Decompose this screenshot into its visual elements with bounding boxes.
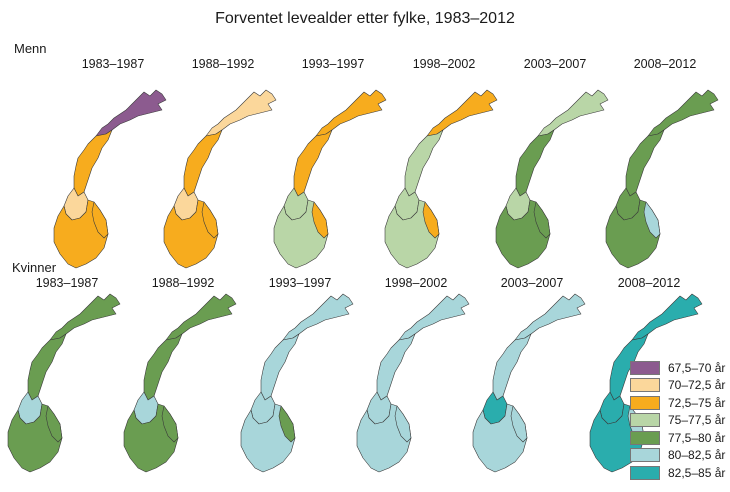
county-region-north (631, 293, 703, 341)
county-region-middle (183, 129, 223, 197)
county-region-oslo (510, 405, 528, 443)
county-region-north (315, 89, 387, 137)
legend-label: 67,5–70 år (668, 360, 726, 375)
county-region-oslo (278, 405, 296, 443)
chart-title: Forventet levealder etter fylke, 1983–20… (215, 10, 515, 27)
legend-label: 70–72,5 år (668, 378, 726, 392)
legend-item: 75–77,5 år (630, 412, 725, 429)
county-region-north (647, 89, 719, 137)
county-region-oslo (394, 405, 412, 443)
county-region-middle (492, 333, 532, 401)
county-region-middle (515, 129, 555, 197)
legend-swatch (630, 378, 660, 392)
period-label: 1998–2002 (412, 57, 476, 71)
county-region-north (514, 293, 586, 341)
county-region-north (398, 293, 470, 341)
legend-label: 72,5–75 år (668, 395, 726, 410)
county-region-north (95, 89, 167, 137)
norway-map (7, 293, 121, 473)
norway-map (240, 293, 354, 473)
norway-map (472, 293, 586, 473)
county-region-middle (293, 129, 333, 197)
legend-item: 67,5–70 år (630, 359, 725, 376)
legend-label: 80–82,5 år (668, 448, 726, 462)
period-label: 2003–2007 (500, 276, 564, 290)
period-label: 2008–2012 (633, 57, 697, 71)
legend-label: 82,5–85 år (668, 465, 726, 480)
period-label: 2003–2007 (523, 57, 587, 71)
norway-map (356, 293, 470, 473)
legend-swatch (630, 430, 660, 445)
norway-map (273, 89, 387, 269)
county-region-north (165, 293, 237, 341)
norway-map (163, 89, 277, 269)
section-label: Menn (14, 41, 47, 56)
county-region-oslo (161, 405, 179, 443)
county-region-middle (143, 333, 183, 401)
section-label: Kvinner (12, 260, 57, 275)
county-region-north (205, 89, 277, 137)
county-region-oslo (45, 405, 63, 443)
legend-swatch (630, 448, 660, 462)
legend: 67,5–70 år 70–72,5 år 72,5–75 år 75–77,5… (630, 359, 725, 482)
county-region-oslo (422, 201, 440, 239)
period-label: 1983–1987 (81, 57, 145, 71)
legend-item: 82,5–85 år (630, 464, 725, 481)
legend-swatch (630, 413, 660, 427)
legend-swatch (630, 360, 660, 375)
county-region-oslo (311, 201, 329, 239)
period-label: 1993–1997 (301, 57, 365, 71)
county-region-middle (27, 333, 67, 401)
legend-item: 72,5–75 år (630, 394, 725, 411)
county-region-middle (625, 129, 665, 197)
county-region-middle (376, 333, 416, 401)
period-label: 1983–1987 (35, 276, 99, 290)
county-region-north (537, 89, 609, 137)
legend-label: 77,5–80 år (668, 430, 726, 445)
norway-map (495, 89, 609, 269)
legend-swatch (630, 465, 660, 480)
county-region-oslo (91, 201, 109, 239)
county-region-oslo (533, 201, 551, 239)
county-region-north (426, 89, 498, 137)
county-region-middle (609, 333, 649, 401)
norway-map (53, 89, 167, 269)
county-region-north (49, 293, 121, 341)
county-region-middle (260, 333, 300, 401)
county-region-middle (73, 129, 113, 197)
period-label: 1998–2002 (384, 276, 448, 290)
county-region-oslo (643, 201, 661, 239)
period-label: 1988–1992 (191, 57, 255, 71)
period-label: 1988–1992 (151, 276, 215, 290)
legend-item: 80–82,5 år (630, 447, 725, 464)
norway-map (605, 89, 719, 269)
county-region-oslo (201, 201, 219, 239)
legend-label: 75–77,5 år (668, 413, 726, 427)
county-region-north (282, 293, 354, 341)
county-region-middle (404, 129, 444, 197)
period-label: 1993–1997 (268, 276, 332, 290)
norway-map (384, 89, 498, 269)
period-label: 2008–2012 (617, 276, 681, 290)
legend-item: 77,5–80 år (630, 429, 725, 446)
legend-swatch (630, 395, 660, 410)
legend-item: 70–72,5 år (630, 377, 725, 394)
norway-map (123, 293, 237, 473)
